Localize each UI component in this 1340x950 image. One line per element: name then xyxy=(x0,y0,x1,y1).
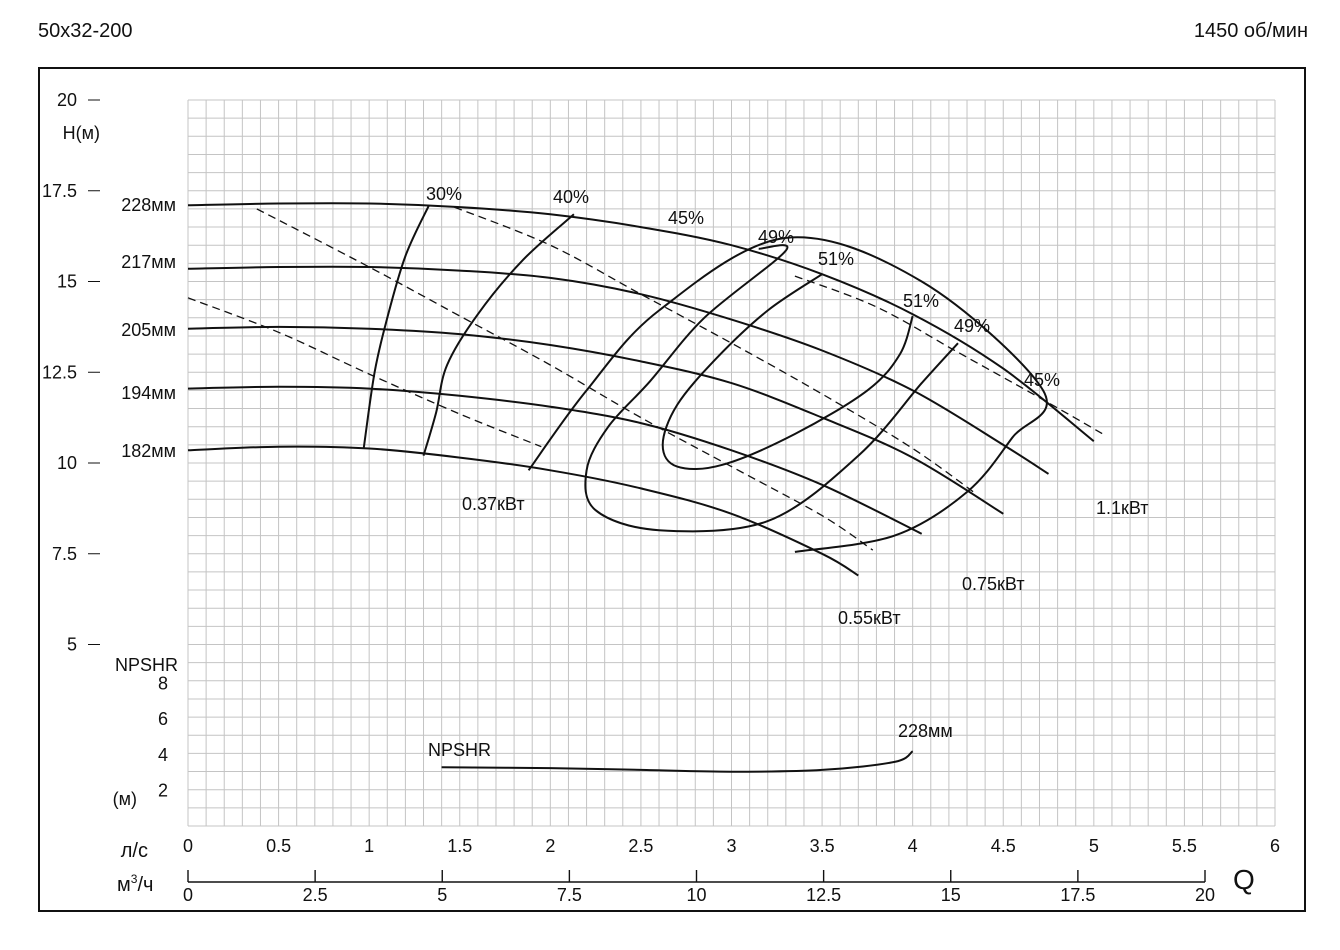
npshr-tick-label: 6 xyxy=(158,709,168,729)
head-tick-label: 10 xyxy=(57,453,77,473)
npshr-diameter-label: 228мм xyxy=(898,721,953,741)
npshr-curve xyxy=(441,750,914,773)
head-curve-194мм xyxy=(187,385,923,535)
chart-frame xyxy=(38,67,1306,912)
head-tick-label: 15 xyxy=(57,272,77,292)
flow-ls-tick-label: 1 xyxy=(364,836,374,856)
head-tick-label: 17.5 xyxy=(42,181,77,201)
efficiency-label: 51% xyxy=(903,291,939,311)
efficiency-line-30% xyxy=(362,204,430,449)
flow-m3h-tick-label: 15 xyxy=(941,885,961,905)
efficiency-label: 49% xyxy=(954,316,990,336)
efficiency-label: 40% xyxy=(553,187,589,207)
flow-m3h-tick-label: 20 xyxy=(1195,885,1215,905)
efficiency-line-49% xyxy=(584,244,959,533)
head-curve-205мм xyxy=(187,325,1004,515)
flow-m3h-tick-label: 12.5 xyxy=(806,885,841,905)
npshr-curve-label: NPSHR xyxy=(428,740,491,760)
flow-ls-tick-label: 1.5 xyxy=(447,836,472,856)
npshr-tick-label: 8 xyxy=(158,674,168,694)
head-tick-label: 7.5 xyxy=(52,544,77,564)
efficiency-label: 30% xyxy=(426,184,462,204)
flow-ls-tick-label: 2.5 xyxy=(628,836,653,856)
rotation-speed: 1450 об/мин xyxy=(1193,20,1308,42)
head-tick-label: 20 xyxy=(57,90,77,110)
head-curve-217мм xyxy=(187,265,1050,475)
chart-labels: 228мм 217мм 205мм 194мм 182мм 0.37кВт 0.55кВт 0… xyxy=(121,184,1148,760)
efficiency-line-51% xyxy=(661,273,914,471)
efficiency-label: 45% xyxy=(668,208,704,228)
flow-ls-tick-label: 3 xyxy=(726,836,736,856)
flow-ls-tick-label: 0 xyxy=(183,836,193,856)
npshr-unit-label: (м) xyxy=(113,789,137,809)
head-curve-label: 217мм xyxy=(121,252,176,272)
flow-ls-tick-label: 0.5 xyxy=(266,836,291,856)
flow-ls-tick-label: 4.5 xyxy=(991,836,1016,856)
head-curve-label: 182мм xyxy=(121,441,176,461)
flow-m3h-tick-label: 17.5 xyxy=(1060,885,1095,905)
chart-curves xyxy=(187,202,1104,773)
head-curve-label: 228мм xyxy=(121,195,176,215)
efficiency-line-45% xyxy=(527,236,1048,553)
power-line-label: 0.37кВт xyxy=(462,494,525,514)
power-line-label: 1.1кВт xyxy=(1096,498,1149,518)
head-curve-182мм xyxy=(187,445,859,577)
efficiency-label: 45% xyxy=(1024,370,1060,390)
head-axis-label: H(м) xyxy=(63,123,100,143)
power-line-1.1кВт xyxy=(794,275,1104,435)
flow-m3h-axis-label: м3/ч xyxy=(117,872,153,896)
flow-ls-axis-label: л/с xyxy=(121,840,148,862)
efficiency-line-40% xyxy=(422,213,575,456)
head-curve-label: 205мм xyxy=(121,320,176,340)
flow-m3h-tick-label: 2.5 xyxy=(303,885,328,905)
efficiency-label: 49% xyxy=(758,227,794,247)
head-curve-228мм xyxy=(187,202,1095,442)
flow-ls-tick-label: 2 xyxy=(545,836,555,856)
flow-m3h-tick-label: 10 xyxy=(686,885,706,905)
flow-ls-tick-label: 3.5 xyxy=(810,836,835,856)
flow-m3h-tick-label: 0 xyxy=(183,885,193,905)
head-tick-label: 5 xyxy=(67,635,77,655)
flow-m3h-tick-label: 7.5 xyxy=(557,885,582,905)
flow-ls-tick-label: 5.5 xyxy=(1172,836,1197,856)
power-line-0.75кВт xyxy=(454,206,977,495)
power-line-label: 0.75кВт xyxy=(962,574,1025,594)
flow-ls-tick-label: 4 xyxy=(908,836,918,856)
power-line-label: 0.55кВт xyxy=(838,608,901,628)
power-line-0.37кВт xyxy=(187,297,542,448)
pump-model: 50x32-200 xyxy=(38,20,133,42)
npshr-axis-label: NPSHR xyxy=(115,655,178,675)
npshr-tick-label: 4 xyxy=(158,745,168,765)
efficiency-label: 51% xyxy=(818,249,854,269)
flow-ls-tick-label: 5 xyxy=(1089,836,1099,856)
flow-m3h-tick-label: 5 xyxy=(437,885,447,905)
flow-symbol: Q xyxy=(1233,864,1255,895)
npshr-tick-label: 2 xyxy=(158,780,168,800)
head-tick-label: 12.5 xyxy=(42,362,77,382)
head-curve-label: 194мм xyxy=(121,383,176,403)
power-line-0.55кВт xyxy=(256,208,874,551)
flow-ls-tick-label: 6 xyxy=(1270,836,1280,856)
